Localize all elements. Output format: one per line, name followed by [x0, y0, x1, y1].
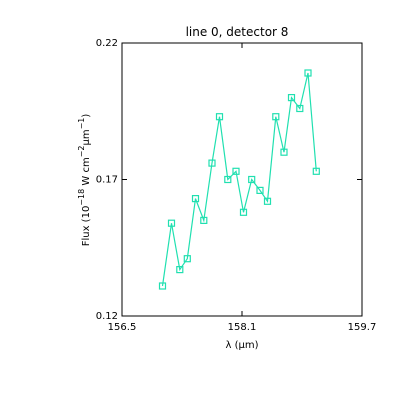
y-tick-label-1: 0.17 [96, 175, 118, 186]
series-layer [158, 69, 320, 290]
data-point-0-2 [176, 266, 184, 274]
x-axis-label: λ (μm) [225, 340, 258, 351]
data-point-0-12 [256, 186, 264, 194]
data-point-0-16 [287, 93, 296, 102]
y-axis-label-exp1: −18 [77, 189, 86, 206]
y-axis-label-end: ) [81, 114, 92, 118]
y-axis-label-mid: W cm [81, 157, 92, 188]
y-axis-label: Flux (10−18 W cm−2μm−1) [77, 114, 92, 247]
data-point-0-1 [167, 219, 176, 227]
y-axis-label-exp2: −2 [77, 146, 86, 158]
x-axis-ticks: 156.5 158.1 159.7 [108, 43, 377, 333]
y-tick-label-2: 0.22 [96, 38, 118, 49]
x-tick-label-1: 158.1 [228, 322, 257, 333]
x-tick-label-2: 159.7 [348, 322, 377, 333]
data-point-0-6 [208, 159, 216, 167]
data-point-0-7 [215, 113, 224, 121]
y-axis-label-base: Flux (10 [81, 206, 92, 247]
data-point-0-9 [232, 167, 240, 175]
chart-title: line 0, detector 8 [186, 25, 289, 39]
data-point-0-14 [272, 113, 280, 121]
series-line-0 [161, 72, 317, 287]
y-tick-label-0: 0.12 [96, 311, 118, 322]
x-tick-label-0: 156.5 [108, 322, 137, 333]
plot-frame [121, 42, 363, 317]
y-axis-label-mid2: μm [81, 129, 92, 145]
data-point-0-15 [280, 148, 288, 156]
data-point-0-0 [158, 282, 167, 290]
data-point-0-19 [312, 167, 320, 175]
data-point-0-8 [224, 175, 232, 184]
data-point-0-18 [304, 69, 312, 77]
data-point-0-10 [239, 208, 248, 216]
y-axis-label-exp3: −1 [77, 118, 86, 130]
data-point-0-3 [183, 255, 191, 263]
y-axis-ticks: 0.12 0.17 0.22 [96, 38, 362, 322]
data-point-0-13 [263, 197, 272, 205]
data-point-0-11 [248, 175, 256, 184]
data-point-0-5 [200, 216, 208, 224]
data-point-0-4 [191, 195, 200, 203]
data-point-0-17 [296, 104, 304, 113]
